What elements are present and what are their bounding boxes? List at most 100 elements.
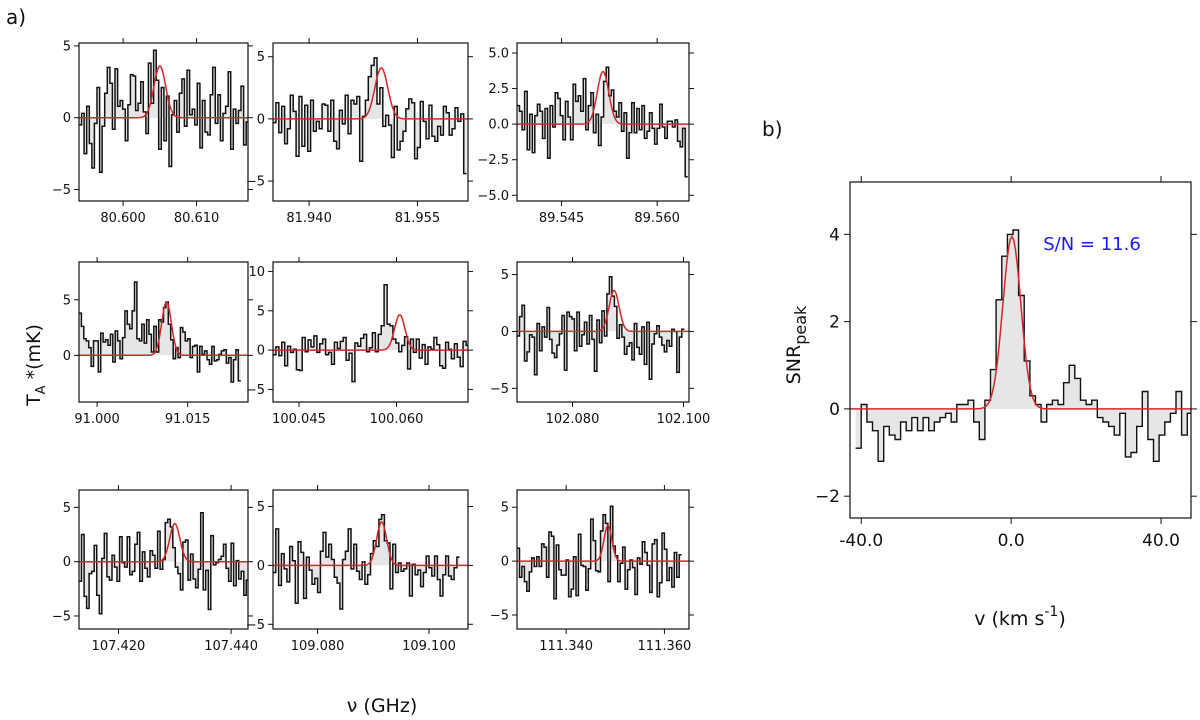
spectrum-panel-b: -40.0 0.0 40.0 −2 0 2 4 — [815, 176, 1197, 551]
plot-area-a5 — [273, 284, 468, 383]
spectrum-histogram — [79, 281, 241, 383]
y-tick-label: 5 — [63, 39, 71, 54]
y-tick-label: 0 — [63, 111, 71, 126]
x-tick-label: 102.080 — [546, 412, 600, 427]
x-tick-label: 81.955 — [395, 211, 441, 226]
y-tick-label: −5 — [246, 175, 265, 190]
spectrum-panel-a8: 109.080 109.100 −5 0 5 — [246, 485, 473, 654]
spectrum-histogram — [273, 57, 467, 175]
plot-area-a3 — [517, 66, 689, 178]
x-tick-label: 107.420 — [92, 639, 146, 654]
spectrum-histogram — [517, 505, 682, 600]
spectrum-fill — [517, 67, 688, 177]
x-tick-label: 80.600 — [100, 211, 146, 226]
x-tick-label: 100.045 — [272, 412, 326, 427]
gaussian-fit-line — [79, 522, 248, 563]
plot-frame — [272, 489, 469, 630]
y-tick-label: 5 — [63, 501, 71, 516]
y-tick-label: 0 — [501, 325, 509, 340]
x-tick-label: 111.360 — [638, 639, 692, 654]
y-tick-label: −5 — [52, 609, 71, 624]
x-tick-label: 100.060 — [370, 412, 424, 427]
spectrum-fill — [273, 514, 460, 609]
plot-frame — [272, 42, 469, 202]
plot-area-a9 — [517, 505, 689, 600]
plot-frame — [272, 261, 469, 403]
x-tick-label: 91.000 — [74, 412, 120, 427]
y-tick-label: 5 — [501, 501, 509, 516]
spectrum-histogram — [273, 284, 468, 383]
spectrum-histogram — [273, 513, 460, 610]
y-axis-label-main: TA *(mK) — [23, 324, 49, 407]
x-tick-label: 109.100 — [402, 639, 456, 654]
spectrum-panel-a4: 91.000 91.015 0 5 — [63, 257, 253, 427]
spectrum-panel-a2: 81.940 81.955 −5 0 5 — [246, 38, 473, 226]
y-tick-label: 0.0 — [488, 118, 509, 133]
spectrum-fill — [517, 506, 682, 599]
spectrum-panel-a7: 107.420 107.440 −5 0 5 — [52, 485, 258, 654]
gaussian-fit-line — [79, 65, 248, 119]
y-axis-label-b: SNRpeak — [783, 305, 810, 384]
gaussian-fit-line — [273, 521, 468, 567]
y-tick-label: 5 — [257, 304, 265, 319]
x-tick-label: 0.0 — [998, 531, 1025, 551]
y-tick-label: 2 — [829, 313, 840, 333]
gaussian-fit-line — [517, 70, 689, 125]
x-tick-label: 89.560 — [634, 211, 680, 226]
plot-frame — [849, 181, 1192, 519]
y-tick-label: 5 — [501, 268, 509, 283]
plot-frame — [78, 261, 249, 403]
plot-frame — [516, 42, 690, 202]
snr-annotation: S/N = 11.6 — [1043, 234, 1141, 255]
gaussian-fit-line — [273, 313, 468, 351]
x-tick-label: 111.340 — [539, 639, 593, 654]
y-tick-label: 10 — [248, 265, 265, 280]
y-tick-label: 0 — [257, 344, 265, 359]
spectrum-fill — [855, 230, 1191, 462]
y-tick-label: 0 — [257, 112, 265, 127]
x-tick-label: 91.015 — [165, 412, 211, 427]
plot-area-a6 — [517, 276, 689, 380]
plot-frame — [516, 261, 690, 403]
y-tick-label: 0 — [501, 555, 509, 570]
y-tick-label: 5 — [257, 50, 265, 65]
plot-area-a7 — [79, 512, 248, 615]
panel-label-a: a) — [6, 5, 26, 29]
x-tick-label: -40.0 — [839, 531, 883, 551]
spectrum-panel-a5: 100.045 100.060 −5 0 5 10 — [246, 257, 473, 427]
y-tick-label: 0 — [63, 555, 71, 570]
gaussian-fit-line — [517, 524, 689, 562]
plot-area-a8 — [273, 513, 468, 610]
y-tick-label: 5.0 — [488, 46, 509, 61]
y-tick-label: 4 — [829, 225, 840, 245]
plot-frame — [516, 489, 690, 630]
spectrum-panel-a1: 80.600 80.610 −5 0 5 — [52, 38, 253, 226]
y-tick-label: 5 — [257, 500, 265, 515]
x-tick-label: 89.545 — [539, 211, 585, 226]
spectrum-histogram — [79, 49, 248, 174]
y-tick-label: −5 — [246, 383, 265, 398]
gaussian-fit-line — [517, 289, 689, 333]
y-tick-label: −2 — [815, 487, 840, 507]
x-axis-label-b: v (km s-1) — [974, 604, 1066, 630]
x-tick-label: 40.0 — [1142, 531, 1180, 551]
spectrum-fill — [273, 57, 467, 174]
y-tick-label: −5 — [490, 608, 509, 623]
gaussian-fit-line — [850, 235, 1191, 410]
y-tick-label: −5 — [246, 618, 265, 633]
y-tick-label: 2.5 — [488, 82, 509, 97]
spectrum-panel-a3: 89.545 89.560 −5.0 −2.5 0.0 2.5 5.0 — [477, 38, 694, 226]
spectrum-panel-a9: 111.340 111.360 −5 0 5 — [490, 485, 694, 654]
x-tick-label: 109.080 — [291, 639, 345, 654]
y-tick-label: −5.0 — [477, 189, 509, 204]
panel-label-b: b) — [762, 117, 783, 141]
spectrum-histogram — [517, 66, 688, 178]
y-tick-label: −2.5 — [477, 153, 509, 168]
y-tick-label: −5 — [490, 382, 509, 397]
spectrum-panel-a6: 102.080 102.100 −5 0 5 — [490, 257, 710, 427]
plot-frame — [78, 42, 249, 202]
plot-area-b — [850, 229, 1191, 462]
plot-area-a2 — [273, 57, 468, 175]
gaussian-fit-line — [79, 301, 248, 357]
